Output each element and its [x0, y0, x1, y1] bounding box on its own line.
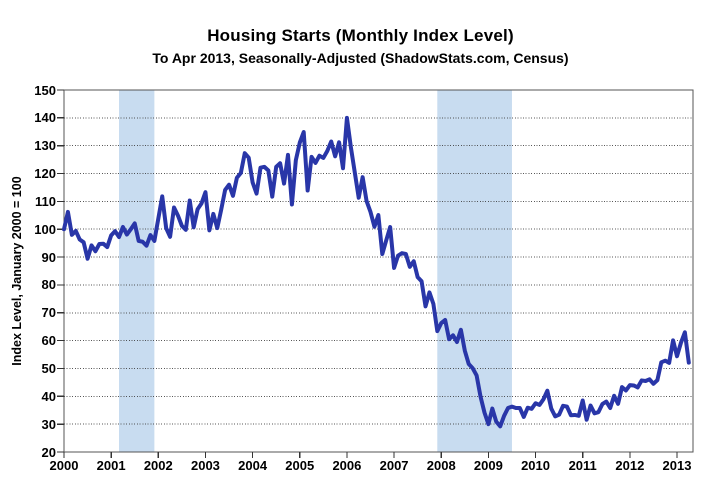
y-tick-label: 60: [41, 333, 56, 349]
y-tick-label: 130: [34, 138, 56, 154]
y-tick-label: 70: [41, 305, 56, 321]
y-tick-label: 30: [41, 416, 56, 432]
x-tick-label: 2009: [473, 458, 503, 473]
y-tick-label: 20: [41, 444, 56, 460]
x-tick-label: 2004: [238, 458, 268, 473]
x-tick-label: 2007: [379, 458, 409, 473]
recession-band: [437, 90, 512, 452]
x-tick-label: 2011: [568, 458, 597, 473]
x-tick-label: 2005: [285, 458, 315, 473]
x-tick-label: 2000: [49, 458, 79, 473]
housing-starts-line: [62, 115, 691, 429]
x-tick-label: 2001: [96, 458, 126, 473]
y-tick-label: 80: [41, 277, 56, 293]
y-tick-label: 150: [34, 82, 56, 98]
y-tick-label: 50: [41, 360, 56, 376]
y-tick-label: 40: [41, 388, 56, 404]
y-tick-label: 100: [34, 221, 56, 237]
chart-subtitle: To Apr 2013, Seasonally-Adjusted (Shadow…: [152, 50, 569, 66]
y-tick-label: 140: [34, 110, 56, 126]
y-tick-label: 90: [41, 249, 56, 265]
chart-title: Housing Starts (Monthly Index Level): [207, 26, 514, 45]
x-tick-label: 2003: [190, 458, 220, 473]
y-tick-label: 110: [35, 193, 56, 209]
y-tick-label: 120: [34, 166, 56, 182]
x-tick-label: 2012: [615, 458, 645, 473]
x-tick-label: 2002: [143, 458, 173, 473]
x-tick-label: 2010: [521, 458, 550, 473]
x-tick-label: 2008: [426, 458, 456, 473]
plot-border: [63, 89, 694, 453]
x-tick-label: 2006: [332, 458, 362, 473]
x-tick-label: 2013: [662, 458, 692, 473]
recession-band: [119, 90, 155, 452]
